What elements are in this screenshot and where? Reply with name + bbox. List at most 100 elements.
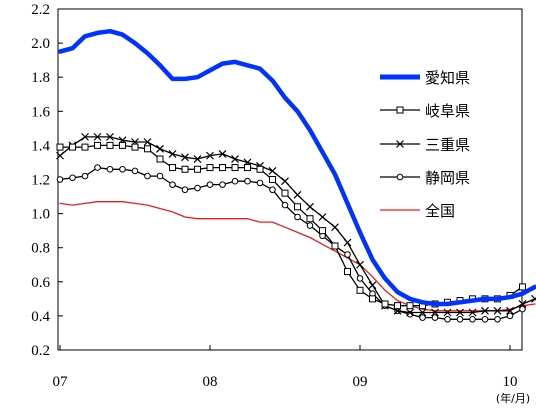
series-3-point: [231, 177, 239, 185]
series-1-point: [206, 164, 214, 172]
x-axis: 07 08 09 10: [53, 345, 518, 390]
series-2-point: [306, 202, 314, 211]
series-3-point: [506, 312, 514, 320]
series-3-point: [206, 181, 214, 188]
series-3-point: [456, 316, 464, 323]
series-1-point: [231, 164, 239, 172]
series-1-point: [144, 145, 151, 153]
series-3-point: [131, 167, 139, 175]
series-2-point: [396, 140, 404, 148]
series-3-point: [144, 172, 151, 180]
series-3-point: [269, 186, 276, 194]
series-1-point: [94, 141, 101, 149]
series-2-point: [281, 177, 289, 186]
series-3-point: [306, 222, 314, 229]
series-1-point: [344, 268, 351, 276]
series-2-point: [493, 306, 502, 315]
series-2-point: [218, 150, 227, 158]
series-layer: [56, 28, 536, 323]
series-1-point: [119, 141, 126, 149]
series-2-point: [156, 144, 164, 153]
x-tick-label: 07: [53, 374, 69, 390]
series-3-point: [356, 275, 364, 282]
series-1-point: [56, 143, 64, 151]
series-1-point: [381, 300, 389, 308]
series-1-point: [156, 155, 164, 163]
legend-label: 愛知県: [425, 69, 470, 87]
series-2-point: [193, 155, 202, 163]
series-1-point: [394, 302, 401, 310]
series-2-line: [59, 136, 536, 314]
y-axis: 0.2 0.4 0.6 0.8 1.0 1.2 1.4 1.6 1.8 2.0 2.2: [31, 2, 63, 359]
series-0-line: [57, 28, 536, 307]
x-unit-label: (年/月): [496, 391, 530, 405]
series-2-point: [356, 260, 364, 269]
series-3-point: [294, 213, 301, 221]
series-2-point: [518, 300, 527, 308]
y-tick-label: 2.0: [31, 36, 50, 52]
series-2-point: [531, 294, 536, 303]
series-1-point: [131, 143, 139, 151]
series-2-point: [206, 151, 214, 160]
series-3-point: [494, 316, 501, 323]
series-1-point: [81, 143, 89, 151]
series-3-point: [156, 172, 164, 180]
series-1-point: [319, 227, 326, 235]
series-1-point: [244, 164, 251, 172]
series-3-point: [481, 316, 489, 323]
series-3-point: [244, 177, 251, 185]
legend-label: 静岡県: [425, 169, 470, 187]
series-3-point: [181, 186, 189, 194]
series-1-point: [256, 165, 264, 173]
series-1-point: [281, 189, 289, 197]
series-2-point: [106, 132, 114, 141]
series-3-point: [519, 305, 526, 313]
series-3-line: [59, 166, 524, 320]
series-2-point: [343, 238, 352, 247]
series-2-point: [293, 190, 302, 199]
series-2-point: [331, 223, 339, 232]
series-2-point: [93, 132, 102, 141]
series-3-point: [81, 172, 89, 180]
series-2-point: [56, 151, 64, 160]
y-tick-label: 1.4: [31, 138, 50, 154]
series-2-point: [506, 306, 514, 315]
series-3-point: [281, 201, 289, 209]
series-2-point: [406, 308, 414, 317]
x-tick-label: 10: [503, 374, 518, 390]
series-4-line: [59, 201, 536, 312]
y-tick-label: 1.2: [31, 173, 50, 189]
y-tick-label: 1.0: [31, 207, 50, 223]
series-3-point: [106, 165, 114, 173]
series-1-point: [369, 295, 376, 303]
series-3-point: [194, 184, 201, 192]
y-tick-label: 2.2: [31, 2, 50, 18]
series-1-point: [331, 242, 339, 250]
series-2-point: [181, 153, 189, 162]
series-2-point: [468, 308, 477, 317]
y-tick-label: 0.2: [31, 343, 50, 359]
series-1-point: [519, 283, 526, 291]
series-2-point: [431, 308, 439, 317]
series-1-point: [106, 141, 114, 149]
series-1-point: [219, 164, 226, 172]
series-3-point: [444, 316, 451, 323]
legend-label: 全国: [425, 202, 455, 220]
series-3-point: [56, 176, 64, 183]
series-3-point: [431, 314, 439, 321]
series-3-point: [119, 165, 126, 173]
series-2-point: [81, 132, 89, 141]
series-2-point: [481, 306, 489, 315]
series-1-point: [306, 215, 314, 223]
series-1-point: [396, 106, 404, 114]
series-3-point: [94, 164, 101, 171]
series-2-point: [368, 281, 377, 290]
x-tick-label: 09: [353, 374, 368, 390]
series-3-point: [396, 173, 404, 181]
series-2-point: [456, 308, 464, 317]
series-2-point: [443, 308, 452, 317]
series-1-point: [194, 165, 201, 173]
series-1-point: [356, 286, 364, 294]
series-3-point: [169, 181, 176, 188]
